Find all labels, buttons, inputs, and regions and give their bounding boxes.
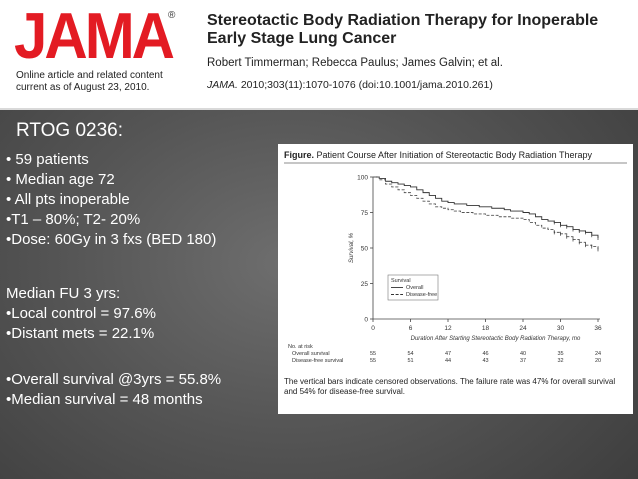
bullet-group-survival: •Overall survival @3yrs = 55.8% •Median … xyxy=(6,370,221,410)
jama-logo: JAMA xyxy=(14,0,175,73)
x-tick-label: 36 xyxy=(594,325,602,332)
figure-title-text: Patient Course After Initiation of Stere… xyxy=(314,150,593,160)
risk-value: 44 xyxy=(445,358,451,364)
risk-row-label: Overall survival xyxy=(292,351,330,357)
risk-row-label: Disease-free survival xyxy=(292,358,343,364)
bullet-item: Median FU 3 yrs: xyxy=(6,285,121,302)
risk-value: 37 xyxy=(520,358,526,364)
x-tick-label: 24 xyxy=(519,325,527,332)
bullet-item: •Overall survival @3yrs = 55.8% xyxy=(6,371,222,388)
risk-value: 55 xyxy=(370,351,376,357)
risk-value: 35 xyxy=(557,351,563,357)
bullet-item: • All pts inoperable xyxy=(6,191,130,208)
risk-value: 43 xyxy=(482,358,488,364)
article-header: JAMA ® Online article and related conten… xyxy=(0,0,638,110)
risk-value: 46 xyxy=(482,351,488,357)
figure-caption: The vertical bars indicate censored obse… xyxy=(284,377,616,396)
survival-chart: 0 25 50 75 100 0 6 12 18 24 30 36 Duration After Sta… xyxy=(284,162,627,364)
citation-journal: JAMA. xyxy=(207,79,238,91)
registered-mark: ® xyxy=(168,10,176,21)
article-citation: JAMA. 2010;303(11):1070-1076 (doi:10.100… xyxy=(207,79,493,91)
x-tick-label: 0 xyxy=(371,325,375,332)
risk-value: 40 xyxy=(520,351,526,357)
article-title-line1: Stereotactic Body Radiation Therapy for … xyxy=(207,12,599,29)
bullet-group-study: • 59 patients • Median age 72 • All pts … xyxy=(6,150,216,250)
series-line-overall xyxy=(373,176,599,239)
article-authors: Robert Timmerman; Rebecca Paulus; James … xyxy=(207,57,503,69)
risk-value: 51 xyxy=(407,358,413,364)
risk-value: 20 xyxy=(595,358,601,364)
risk-value: 47 xyxy=(445,351,451,357)
legend-entry: Overall xyxy=(406,285,423,291)
y-tick-label: 0 xyxy=(364,317,368,324)
y-tick-label: 75 xyxy=(361,210,369,217)
x-tick-label: 30 xyxy=(557,325,565,332)
y-tick-label: 50 xyxy=(361,246,369,253)
risk-value: 32 xyxy=(557,358,563,364)
online-note-line1: Online article and related content xyxy=(16,70,163,81)
article-title-line2: Early Stage Lung Cancer xyxy=(207,30,397,47)
risk-table-header: No. at risk xyxy=(288,344,313,350)
x-tick-label: 18 xyxy=(482,325,490,332)
y-axis-label: Survival, % xyxy=(349,232,355,263)
x-tick-label: 12 xyxy=(444,325,452,332)
y-tick-label: 25 xyxy=(361,281,369,288)
series-line-disease-free xyxy=(373,176,599,250)
bullet-item: •T1 – 80%; T2- 20% xyxy=(6,211,141,228)
bullet-item: •Local control = 97.6% xyxy=(6,305,156,322)
bullet-group-followup: Median FU 3 yrs: •Local control = 97.6% … xyxy=(6,284,156,344)
bullet-item: • 59 patients xyxy=(6,151,89,168)
risk-value: 24 xyxy=(595,351,601,357)
risk-value: 55 xyxy=(370,358,376,364)
figure-title: Figure. Patient Course After Initiation … xyxy=(284,150,592,160)
figure-label: Figure. xyxy=(284,150,315,160)
bullet-item: •Median survival = 48 months xyxy=(6,391,203,408)
legend-title: Survival xyxy=(391,278,411,284)
y-tick-label: 100 xyxy=(357,175,368,182)
online-note-line2: current as of August 23, 2010. xyxy=(16,82,150,93)
citation-details: 2010;303(11):1070-1076 (doi:10.1001/jama… xyxy=(237,79,493,91)
bullet-item: •Distant mets = 22.1% xyxy=(6,325,155,342)
bullet-item: • Median age 72 xyxy=(6,171,115,188)
risk-value: 54 xyxy=(407,351,413,357)
slide-heading: RTOG 0236: xyxy=(16,120,124,141)
x-axis-label: Duration After Starting Stereotactic Bod… xyxy=(411,336,581,342)
survival-figure: Figure. Patient Course After Initiation … xyxy=(278,144,633,414)
legend-entry: Disease-free xyxy=(406,292,437,298)
article-title: Stereotactic Body Radiation Therapy for … xyxy=(207,12,627,48)
x-tick-label: 6 xyxy=(409,325,413,332)
bullet-item: •Dose: 60Gy in 3 fxs (BED 180) xyxy=(6,231,217,248)
online-note: Online article and related content curre… xyxy=(16,70,163,94)
